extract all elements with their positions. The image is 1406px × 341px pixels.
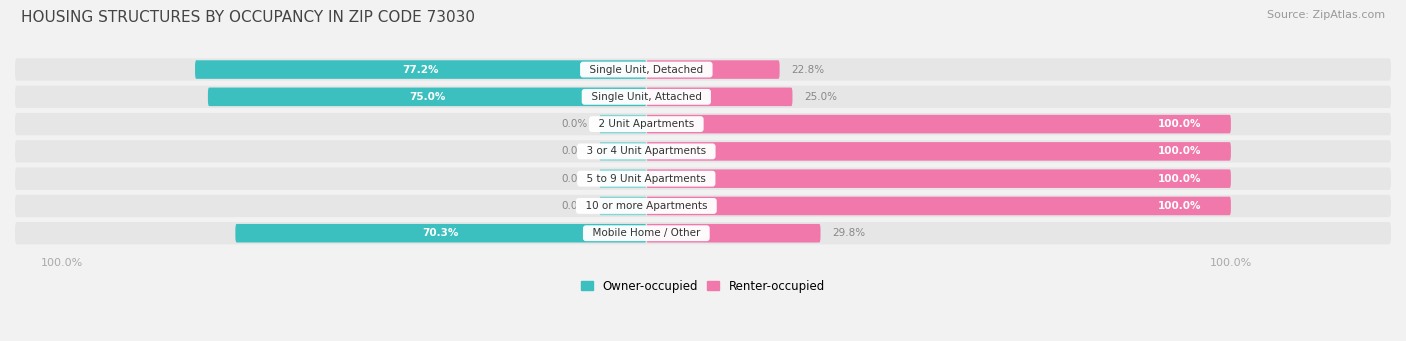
Text: 0.0%: 0.0% — [561, 119, 588, 129]
Text: Single Unit, Detached: Single Unit, Detached — [583, 64, 710, 75]
Text: 22.8%: 22.8% — [792, 64, 824, 75]
FancyBboxPatch shape — [15, 113, 1391, 135]
Text: 25.0%: 25.0% — [804, 92, 837, 102]
FancyBboxPatch shape — [647, 142, 1230, 161]
FancyBboxPatch shape — [15, 167, 1391, 190]
FancyBboxPatch shape — [647, 115, 1230, 133]
Text: 5 to 9 Unit Apartments: 5 to 9 Unit Apartments — [581, 174, 713, 184]
Text: 3 or 4 Unit Apartments: 3 or 4 Unit Apartments — [581, 146, 713, 157]
Text: 100.0%: 100.0% — [1159, 201, 1202, 211]
FancyBboxPatch shape — [647, 224, 821, 242]
Text: 29.8%: 29.8% — [832, 228, 865, 238]
FancyBboxPatch shape — [15, 222, 1391, 244]
FancyBboxPatch shape — [15, 195, 1391, 217]
Text: 70.3%: 70.3% — [423, 228, 458, 238]
Text: 2 Unit Apartments: 2 Unit Apartments — [592, 119, 700, 129]
FancyBboxPatch shape — [647, 60, 779, 79]
FancyBboxPatch shape — [599, 197, 647, 215]
Text: 100.0%: 100.0% — [1159, 119, 1202, 129]
FancyBboxPatch shape — [15, 58, 1391, 81]
Text: HOUSING STRUCTURES BY OCCUPANCY IN ZIP CODE 73030: HOUSING STRUCTURES BY OCCUPANCY IN ZIP C… — [21, 10, 475, 25]
Text: Single Unit, Attached: Single Unit, Attached — [585, 92, 709, 102]
Text: 75.0%: 75.0% — [409, 92, 446, 102]
Text: 0.0%: 0.0% — [561, 174, 588, 184]
FancyBboxPatch shape — [647, 197, 1230, 215]
Text: Source: ZipAtlas.com: Source: ZipAtlas.com — [1267, 10, 1385, 20]
FancyBboxPatch shape — [647, 88, 793, 106]
Text: 10 or more Apartments: 10 or more Apartments — [579, 201, 714, 211]
Text: 0.0%: 0.0% — [561, 201, 588, 211]
Text: 0.0%: 0.0% — [561, 146, 588, 157]
FancyBboxPatch shape — [208, 88, 647, 106]
Text: 77.2%: 77.2% — [402, 64, 439, 75]
FancyBboxPatch shape — [599, 142, 647, 161]
Text: 100.0%: 100.0% — [1159, 174, 1202, 184]
Text: Mobile Home / Other: Mobile Home / Other — [586, 228, 707, 238]
FancyBboxPatch shape — [195, 60, 647, 79]
FancyBboxPatch shape — [599, 115, 647, 133]
FancyBboxPatch shape — [599, 169, 647, 188]
Text: 100.0%: 100.0% — [1159, 146, 1202, 157]
FancyBboxPatch shape — [235, 224, 647, 242]
FancyBboxPatch shape — [15, 140, 1391, 163]
Legend: Owner-occupied, Renter-occupied: Owner-occupied, Renter-occupied — [581, 280, 825, 293]
FancyBboxPatch shape — [647, 169, 1230, 188]
FancyBboxPatch shape — [15, 86, 1391, 108]
